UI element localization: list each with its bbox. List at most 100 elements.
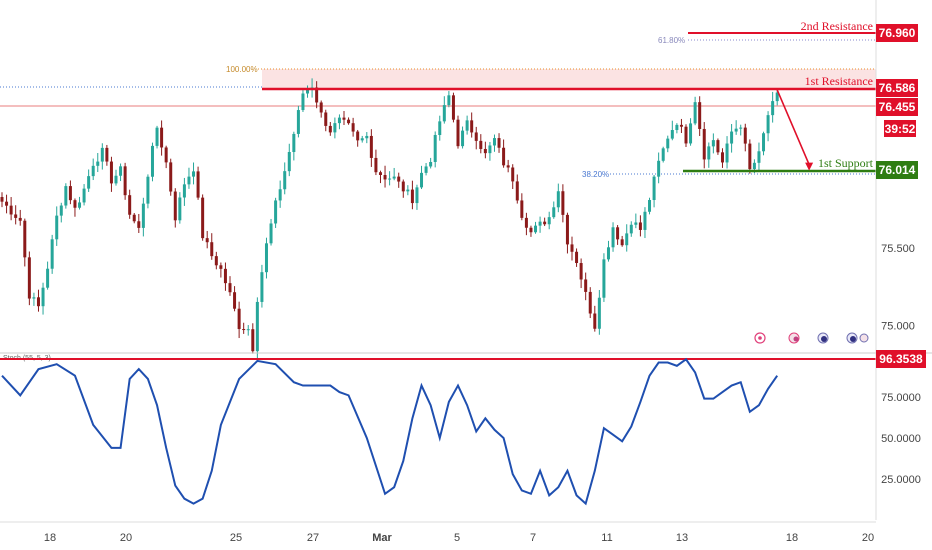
candle-body <box>602 259 606 298</box>
price-tick-label: 75.000 <box>881 321 915 333</box>
candle-body <box>698 102 702 129</box>
candle-body <box>730 131 734 144</box>
stoch-icon-1[interactable] <box>754 332 766 344</box>
candle-body <box>766 115 770 134</box>
candle-body <box>260 272 264 302</box>
candle-body <box>415 187 419 204</box>
price-pane[interactable]: 100.00% 61.80% 38.20% 2nd Resistance 1st… <box>0 19 876 360</box>
candle-body <box>534 225 538 233</box>
candle-body <box>565 214 569 245</box>
candle-body <box>87 176 91 189</box>
candle-body <box>511 167 515 182</box>
candle-body <box>315 87 319 103</box>
resistance-zone <box>262 69 876 89</box>
candle-body <box>146 176 150 204</box>
candle-body <box>328 125 332 133</box>
candle-body <box>68 186 72 201</box>
candle-body <box>319 102 323 113</box>
time-tick-label: 5 <box>454 532 460 544</box>
candle-body <box>675 124 679 131</box>
candle-body <box>606 247 610 260</box>
candle-body <box>666 138 670 149</box>
candle-body <box>333 123 337 133</box>
time-tick-label: 18 <box>786 532 798 544</box>
candle-body <box>96 161 100 166</box>
candle-body <box>575 251 579 264</box>
stoch-tick-label: 25.0000 <box>881 474 921 486</box>
candle-body <box>657 160 661 177</box>
stoch-icon-3[interactable] <box>817 332 829 344</box>
time-axis[interactable]: 18 20 25 27 Mar 5 7 11 13 18 20 <box>0 521 876 544</box>
candle-body <box>679 124 683 127</box>
candle-body <box>438 121 442 135</box>
candle-body <box>556 191 560 208</box>
first-support-tag: 76.014 <box>876 161 918 179</box>
first-support-label: 1st Support <box>818 156 874 170</box>
candle-body <box>205 238 209 243</box>
candle-body <box>32 297 36 299</box>
candle-body <box>91 165 95 177</box>
candle-body <box>424 166 428 173</box>
candle-body <box>23 220 27 258</box>
candle-body <box>182 184 186 198</box>
candle-body <box>223 268 227 284</box>
svg-text:39:52: 39:52 <box>885 122 916 136</box>
candle-body <box>497 138 501 148</box>
candle-body <box>59 205 63 216</box>
candle-body <box>588 291 592 314</box>
candle-body <box>488 145 492 154</box>
candle-body <box>397 176 401 182</box>
candle-body <box>392 176 396 179</box>
candle-body <box>643 211 647 230</box>
candle-body <box>584 279 588 292</box>
candle-body <box>264 243 268 273</box>
stochastic-pane[interactable]: Stoch (55, 5, 3) <box>0 355 876 506</box>
stoch-icon-4[interactable] <box>846 332 869 344</box>
candle-body <box>492 138 496 146</box>
candle-body <box>383 174 387 180</box>
candle-body <box>160 127 164 148</box>
candle-body <box>670 130 674 139</box>
candle-body <box>274 200 278 224</box>
candle-body <box>502 147 506 166</box>
time-tick-label: Mar <box>372 532 392 544</box>
candle-body <box>456 119 460 147</box>
candle-body <box>757 151 761 163</box>
candle-body <box>442 105 446 122</box>
fib-100-label: 100.00% <box>226 65 258 74</box>
first-resistance-label: 1st Resistance <box>805 74 873 88</box>
candle-body <box>251 329 255 352</box>
time-tick-label: 7 <box>530 532 536 544</box>
candle-body <box>342 117 346 120</box>
candle-body <box>620 239 624 246</box>
candle-body <box>351 123 355 132</box>
stoch-line <box>1 357 779 506</box>
candle-body <box>748 143 752 170</box>
stoch-icon-2[interactable] <box>788 332 800 344</box>
time-tick-label: 20 <box>120 532 132 544</box>
candle-body <box>178 197 182 221</box>
first-resistance-tag: 76.586 <box>876 79 918 97</box>
candle-body <box>410 189 414 204</box>
candle-body <box>109 161 113 184</box>
candle-body <box>9 205 13 215</box>
fib-38-label: 38.20% <box>582 170 609 179</box>
candle-body <box>141 203 145 228</box>
candle-body <box>743 127 747 144</box>
forecast-arrow <box>776 89 810 165</box>
stoch-tick-label: 50.0000 <box>881 433 921 445</box>
candle-body <box>579 263 583 280</box>
candle-body <box>547 217 551 225</box>
indicator-icons[interactable] <box>754 332 869 344</box>
candle-body <box>634 222 638 225</box>
candle-body <box>552 207 556 218</box>
countdown-tag: 39:52 <box>884 120 916 137</box>
candle-body <box>752 162 756 170</box>
candle-body <box>561 191 565 215</box>
time-tick-label: 13 <box>676 532 688 544</box>
candle-body <box>661 148 665 161</box>
candle-body <box>105 147 109 162</box>
last-price-tag: 76.455 <box>876 98 918 116</box>
